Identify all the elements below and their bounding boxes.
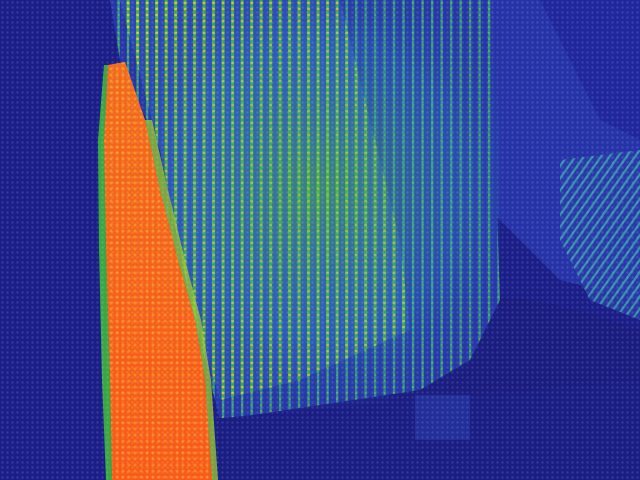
thermal-image — [0, 0, 640, 480]
sensor-texture — [0, 0, 640, 480]
thermal-canvas — [0, 0, 640, 480]
